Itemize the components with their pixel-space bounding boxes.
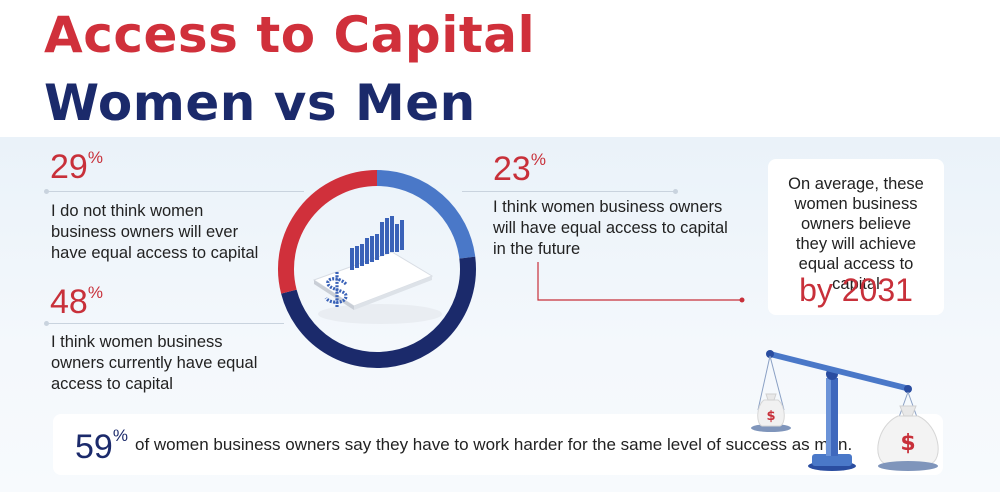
stat-currently-value: 48% xyxy=(50,283,103,321)
stat-future-value: 23% xyxy=(493,150,546,188)
leader-dot-currently xyxy=(44,321,49,326)
title-line-2: Women vs Men xyxy=(44,74,476,132)
left-bag-dollar: $ xyxy=(766,409,775,424)
leader-dot-future xyxy=(673,189,678,194)
leader-dot-never xyxy=(44,189,49,194)
future-arrow-connector xyxy=(537,262,745,303)
bottom-stat-card: 59% of women business owners say they ha… xyxy=(53,414,943,475)
donut-segments xyxy=(278,170,476,368)
donut-segment-currently xyxy=(281,256,476,368)
stat-future-text: I think women business owners will have … xyxy=(493,198,728,258)
bottom-stat-number: 59 xyxy=(75,428,113,466)
stat-never-value: 29% xyxy=(50,148,103,186)
stat-never-number: 29 xyxy=(50,148,88,186)
stat-never-text: I do not think women business owners wil… xyxy=(51,202,259,262)
right-bag-dollar: $ xyxy=(900,431,915,456)
projection-card-text: On average, these women business owners … xyxy=(788,175,924,293)
stat-currently-unit: % xyxy=(87,283,103,302)
bottom-stat-text: of women business owners say they have t… xyxy=(135,435,853,454)
balance-scale-icon: $ $ xyxy=(751,350,939,471)
bottom-stat-unit: % xyxy=(112,426,128,445)
projection-card: On average, these women business owners … xyxy=(768,159,944,315)
dollar-chart-icon xyxy=(312,216,442,324)
bottom-stat-value: 59% xyxy=(75,426,128,467)
stat-currently-text: I think women business owners currently … xyxy=(51,333,258,393)
donut-segment-future xyxy=(376,170,476,259)
leader-line-currently xyxy=(46,323,284,324)
leader-line-future xyxy=(462,191,676,192)
access-donut-chart xyxy=(278,170,476,368)
stat-never-unit: % xyxy=(87,148,103,167)
stat-future-unit: % xyxy=(530,150,546,169)
projection-year: by 2031 xyxy=(799,272,913,308)
leader-line-never xyxy=(46,191,304,192)
stat-currently-number: 48 xyxy=(50,283,88,321)
title-line-1: Access to Capital xyxy=(44,6,536,64)
donut-segment-never xyxy=(278,170,378,294)
stat-future-number: 23 xyxy=(493,150,531,188)
